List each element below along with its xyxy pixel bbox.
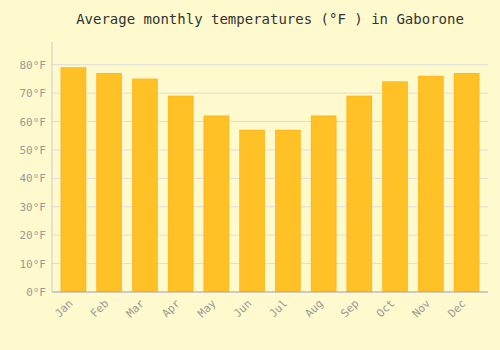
grid-line (52, 292, 488, 293)
x-tick-label: Dec (445, 297, 468, 320)
x-tick-label: Jul (267, 297, 290, 320)
y-tick-label: 50°F (20, 144, 47, 157)
bar (347, 96, 372, 292)
grid-line (52, 64, 488, 65)
bar (168, 96, 193, 292)
chart-container: Average monthly temperatures (°F ) in Ga… (0, 0, 500, 350)
y-tick-label: 70°F (20, 87, 47, 100)
x-tick-label: Feb (88, 297, 111, 320)
y-tick-label: 80°F (20, 59, 47, 72)
bar (311, 116, 336, 292)
bar (275, 130, 300, 292)
bar (132, 79, 157, 292)
y-axis: 0°F 10°F 20°F 30°F 40°F 50°F 60°F 70°F 80°F (20, 42, 489, 299)
y-axis-line (52, 42, 53, 292)
x-tick-label: Oct (374, 297, 397, 320)
y-tick-label: 10°F (20, 258, 47, 271)
x-tick-label: Mar (124, 297, 148, 321)
background (0, 0, 500, 350)
bar (204, 116, 229, 292)
bar (454, 73, 479, 292)
bars (61, 68, 479, 292)
x-tick-label: Aug (302, 297, 325, 320)
x-axis: Jan Feb Mar Apr May Jun Jul Aug Sep Oct Nov Dec (52, 292, 488, 320)
x-tick-label: Sep (338, 297, 361, 320)
y-tick-label: 0°F (26, 286, 46, 299)
y-tick-label: 20°F (20, 229, 47, 242)
chart-svg: Average monthly temperatures (°F ) in Ga… (0, 0, 500, 350)
bar (97, 73, 122, 292)
x-axis-line (52, 292, 488, 293)
x-tick-label: Jun (231, 297, 254, 320)
y-tick-label: 30°F (20, 201, 47, 214)
y-tick-label: 40°F (20, 172, 47, 185)
y-tick-label: 60°F (20, 116, 47, 129)
bar (383, 82, 408, 292)
bar (240, 130, 265, 292)
x-tick-label: Jan (52, 297, 75, 320)
x-tick-label: May (195, 297, 219, 321)
bar (61, 68, 86, 292)
x-tick-label: Nov (410, 297, 434, 321)
chart-title: Average monthly temperatures (°F ) in Ga… (76, 11, 464, 27)
x-tick-label: Apr (160, 297, 184, 321)
bar (418, 76, 443, 292)
